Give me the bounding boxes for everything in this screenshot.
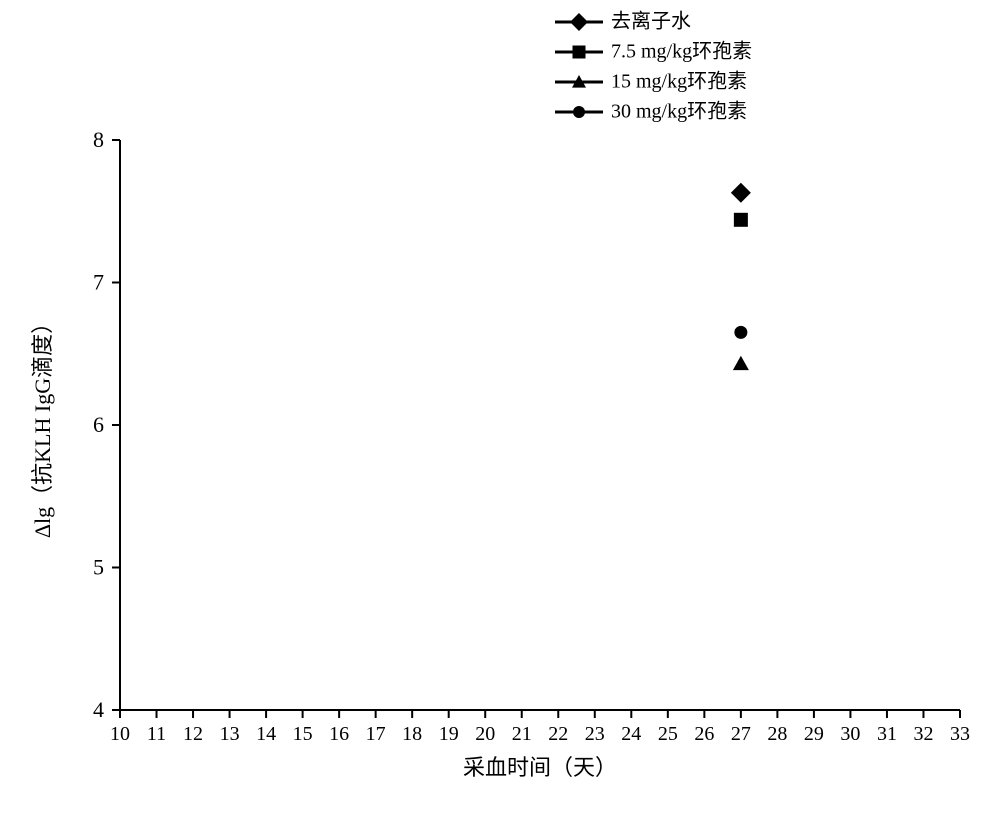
scatter-chart: 10 11 12 13 14 15 16 17 18 19 20 21 22 23 24 25 26 27 28 29… bbox=[0, 0, 1000, 820]
x-tick-label: 17 bbox=[366, 723, 386, 745]
x-tick-label: 10 bbox=[110, 723, 130, 745]
x-tick-label: 31 bbox=[877, 723, 897, 745]
data-point bbox=[733, 356, 749, 370]
x-tick-label: 14 bbox=[256, 723, 276, 745]
legend: 去离子水 7.5 mg/kg环孢素 15 mg/kg环孢素 30 mg/kg环孢素 bbox=[555, 10, 752, 123]
y-tick-label: 7 bbox=[93, 270, 104, 295]
data-point bbox=[734, 326, 747, 339]
axes: 10 11 12 13 14 15 16 17 18 19 20 21 22 23 24 25 26 27 28 29… bbox=[93, 127, 970, 745]
x-tick-label: 19 bbox=[439, 723, 459, 745]
x-tick-label: 33 bbox=[950, 723, 970, 745]
x-tick-label: 24 bbox=[621, 723, 641, 745]
x-tick-label: 22 bbox=[548, 723, 568, 745]
x-tick-label: 23 bbox=[585, 723, 605, 745]
x-tick-label: 16 bbox=[329, 723, 349, 745]
y-axis-label: Δlg（抗KLH IgG滴度） bbox=[30, 312, 55, 538]
x-tick-label: 18 bbox=[402, 723, 422, 745]
y-tick-label: 5 bbox=[93, 555, 104, 580]
x-tick-label: 27 bbox=[731, 723, 751, 745]
legend-label: 15 mg/kg环孢素 bbox=[611, 70, 747, 93]
x-tick-label: 32 bbox=[913, 723, 933, 745]
data-point bbox=[734, 213, 748, 227]
legend-label: 7.5 mg/kg环孢素 bbox=[611, 40, 752, 63]
x-tick-label: 20 bbox=[475, 723, 495, 745]
x-tick-label: 29 bbox=[804, 723, 824, 745]
legend-label: 去离子水 bbox=[611, 10, 691, 33]
x-tick-label: 11 bbox=[147, 723, 166, 745]
y-tick-label: 6 bbox=[93, 412, 104, 437]
y-tick-label: 4 bbox=[93, 697, 104, 722]
y-tick-label: 8 bbox=[93, 127, 104, 152]
x-tick-label: 21 bbox=[512, 723, 532, 745]
x-tick-label: 15 bbox=[293, 723, 313, 745]
x-tick-label: 28 bbox=[767, 723, 787, 745]
legend-marker-diamond-icon bbox=[570, 13, 588, 31]
x-axis-label: 采血时间（天） bbox=[463, 755, 617, 780]
chart-container: 10 11 12 13 14 15 16 17 18 19 20 21 22 23 24 25 26 27 28 29… bbox=[0, 0, 1000, 820]
data-series bbox=[731, 183, 751, 370]
data-point bbox=[731, 183, 751, 203]
legend-marker-square-icon bbox=[573, 46, 586, 59]
legend-label: 30 mg/kg环孢素 bbox=[611, 100, 747, 123]
x-tick-label: 30 bbox=[840, 723, 860, 745]
x-tick-label: 12 bbox=[183, 723, 203, 745]
x-tick-label: 26 bbox=[694, 723, 714, 745]
legend-marker-circle-icon bbox=[573, 106, 585, 118]
x-tick-label: 25 bbox=[658, 723, 678, 745]
x-tick-label: 13 bbox=[220, 723, 240, 745]
